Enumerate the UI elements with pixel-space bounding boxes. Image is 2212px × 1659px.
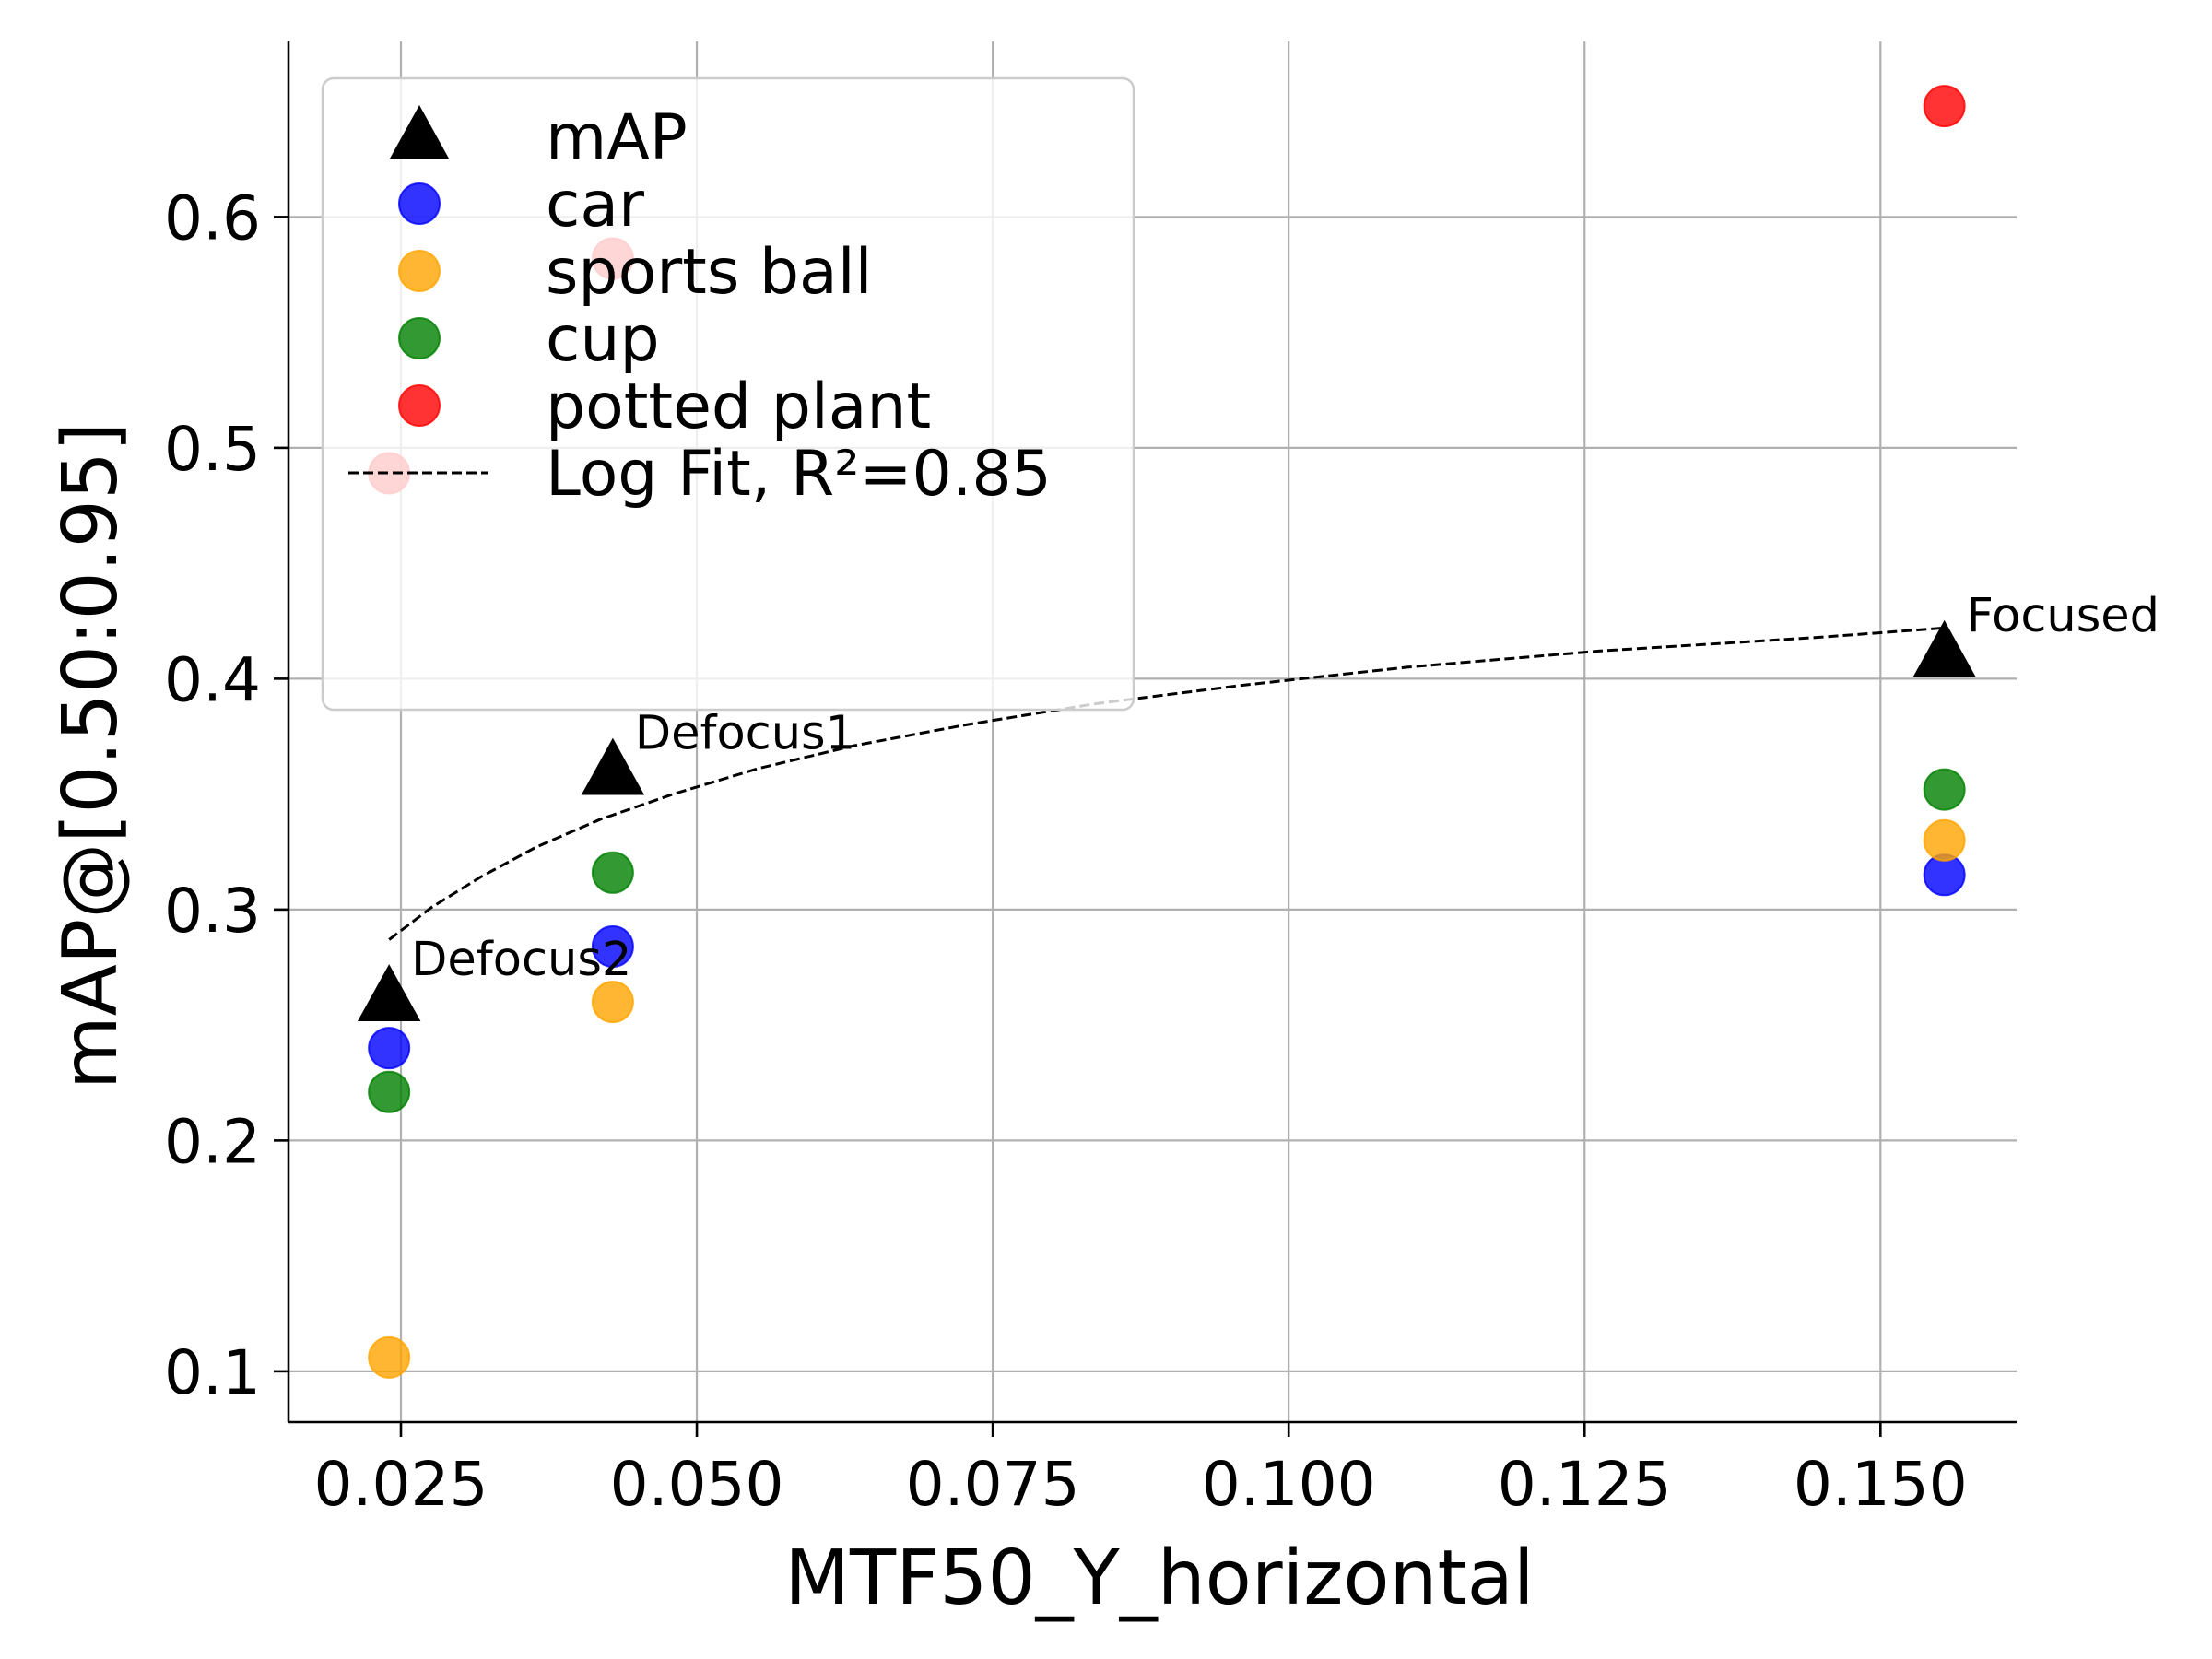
y-tick-label: 0.6 bbox=[164, 182, 261, 253]
x-axis-title: MTF50_Y_horizontal bbox=[784, 1535, 1534, 1622]
axes bbox=[287, 41, 2017, 1424]
legend-swatch-map bbox=[389, 105, 450, 159]
legend-label: Log Fit, R²=0.85 bbox=[546, 438, 1052, 511]
legend-label: sports ball bbox=[546, 236, 872, 309]
point-annotation: Defocus1 bbox=[635, 707, 855, 761]
potted-plant-point bbox=[1923, 85, 1966, 128]
legend-label: potted plant bbox=[546, 371, 931, 443]
point-annotation: Defocus2 bbox=[411, 933, 631, 987]
y-axis-title: mAP@[0.50:0.95] bbox=[47, 422, 135, 1089]
legend-label: car bbox=[546, 169, 644, 241]
cup-point bbox=[591, 851, 634, 894]
x-tick-label: 0.025 bbox=[314, 1449, 488, 1520]
y-tick-label: 0.3 bbox=[164, 876, 261, 947]
x-tick-label: 0.125 bbox=[1498, 1449, 1672, 1520]
y-tick-label: 0.4 bbox=[164, 644, 261, 715]
legend-label: mAP bbox=[546, 101, 688, 174]
y-tick-label: 0.2 bbox=[164, 1106, 261, 1177]
legend-frame bbox=[321, 76, 1135, 712]
map-point bbox=[1912, 619, 1976, 677]
legend-swatch-potted-plant bbox=[398, 384, 441, 427]
x-tick-label: 0.100 bbox=[1202, 1449, 1376, 1520]
x-tick-label: 0.075 bbox=[906, 1449, 1080, 1520]
x-tick-label: 0.050 bbox=[610, 1449, 784, 1520]
legend-swatch-car bbox=[398, 182, 441, 225]
car-point bbox=[591, 924, 634, 968]
x-tick-label: 0.150 bbox=[1794, 1449, 1968, 1520]
legend-swatch-sports-ball bbox=[398, 250, 441, 292]
sports-ball-point bbox=[368, 1335, 411, 1379]
log-fit-line bbox=[388, 626, 1945, 941]
cup-point bbox=[1923, 768, 1966, 811]
legend-label: cup bbox=[546, 303, 660, 376]
fit-layer bbox=[388, 626, 1945, 941]
map-point bbox=[357, 964, 421, 1021]
sports-ball-point bbox=[591, 981, 634, 1024]
y-tick-label: 0.1 bbox=[164, 1337, 261, 1408]
y-tick-label: 0.5 bbox=[164, 414, 261, 485]
map-point bbox=[581, 737, 645, 795]
cup-point bbox=[368, 1070, 411, 1113]
legend-swatch-cup bbox=[398, 317, 441, 359]
point-annotation: Focused bbox=[1967, 589, 2159, 643]
sports-ball-point bbox=[1923, 818, 1966, 862]
car-point bbox=[368, 1027, 411, 1070]
annotations: Defocus2 Defocus1 Focused bbox=[411, 589, 2159, 987]
ticks: 0.025 0.050 0.075 0.100 0.125 0.150 0.1 0.2 0.3 0… bbox=[164, 182, 1968, 1520]
